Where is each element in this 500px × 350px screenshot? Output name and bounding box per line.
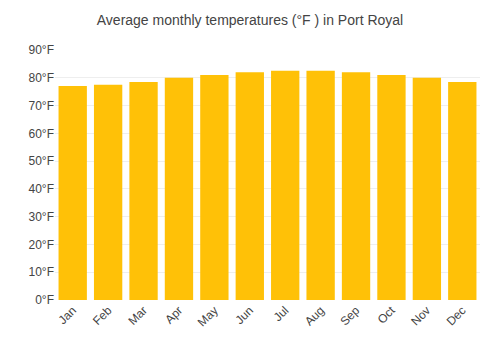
svg-text:Jun: Jun [233, 303, 257, 327]
svg-text:Apr: Apr [162, 303, 185, 326]
svg-text:40°F: 40°F [29, 182, 54, 196]
svg-text:Jan: Jan [55, 303, 79, 327]
svg-text:Oct: Oct [375, 303, 399, 327]
svg-text:May: May [195, 303, 221, 329]
svg-text:Jul: Jul [271, 303, 292, 324]
svg-text:50°F: 50°F [29, 154, 54, 168]
svg-text:Mar: Mar [125, 303, 150, 328]
svg-text:Feb: Feb [90, 303, 115, 328]
svg-text:Average monthly temperatures (: Average monthly temperatures (°F ) in Po… [97, 12, 403, 28]
svg-text:60°F: 60°F [29, 127, 54, 141]
svg-text:Dec: Dec [444, 303, 469, 328]
svg-text:70°F: 70°F [29, 99, 54, 113]
svg-text:0°F: 0°F [35, 293, 54, 307]
svg-text:10°F: 10°F [29, 265, 54, 279]
svg-text:20°F: 20°F [29, 238, 54, 252]
svg-text:30°F: 30°F [29, 210, 54, 224]
svg-text:90°F: 90°F [29, 43, 54, 57]
svg-text:Nov: Nov [408, 303, 433, 328]
svg-text:Sep: Sep [337, 303, 362, 328]
svg-text:Aug: Aug [302, 303, 327, 328]
svg-text:80°F: 80°F [29, 71, 54, 85]
